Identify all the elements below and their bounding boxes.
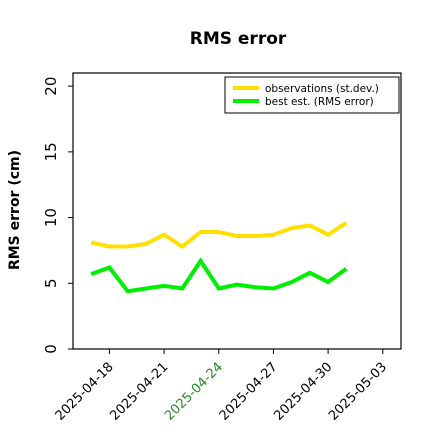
series-line-observations xyxy=(90,221,348,249)
y-tick-label: 15 xyxy=(42,142,60,161)
chart-title: RMS error xyxy=(190,29,287,49)
y-tick-label: 0 xyxy=(42,344,60,354)
y-tick-label: 5 xyxy=(42,279,60,289)
legend: observations (st.dev.) best est. (RMS er… xyxy=(224,76,400,114)
legend-label-observations: observations (st.dev.) xyxy=(265,83,379,95)
x-tick-label: 2025-05-03 xyxy=(326,360,390,424)
series-line-best-estimate xyxy=(90,257,348,294)
axis-ticks: 051015202025-04-182025-04-212025-04-2420… xyxy=(42,77,390,424)
y-tick-label: 10 xyxy=(42,208,60,227)
y-axis-label: RMS error (cm) xyxy=(7,150,23,270)
plot-frame xyxy=(72,72,402,350)
legend-box xyxy=(224,76,400,114)
series-layer xyxy=(90,221,348,294)
legend-label-best-estimate: best est. (RMS error) xyxy=(265,96,374,108)
y-tick-label: 20 xyxy=(42,77,60,96)
